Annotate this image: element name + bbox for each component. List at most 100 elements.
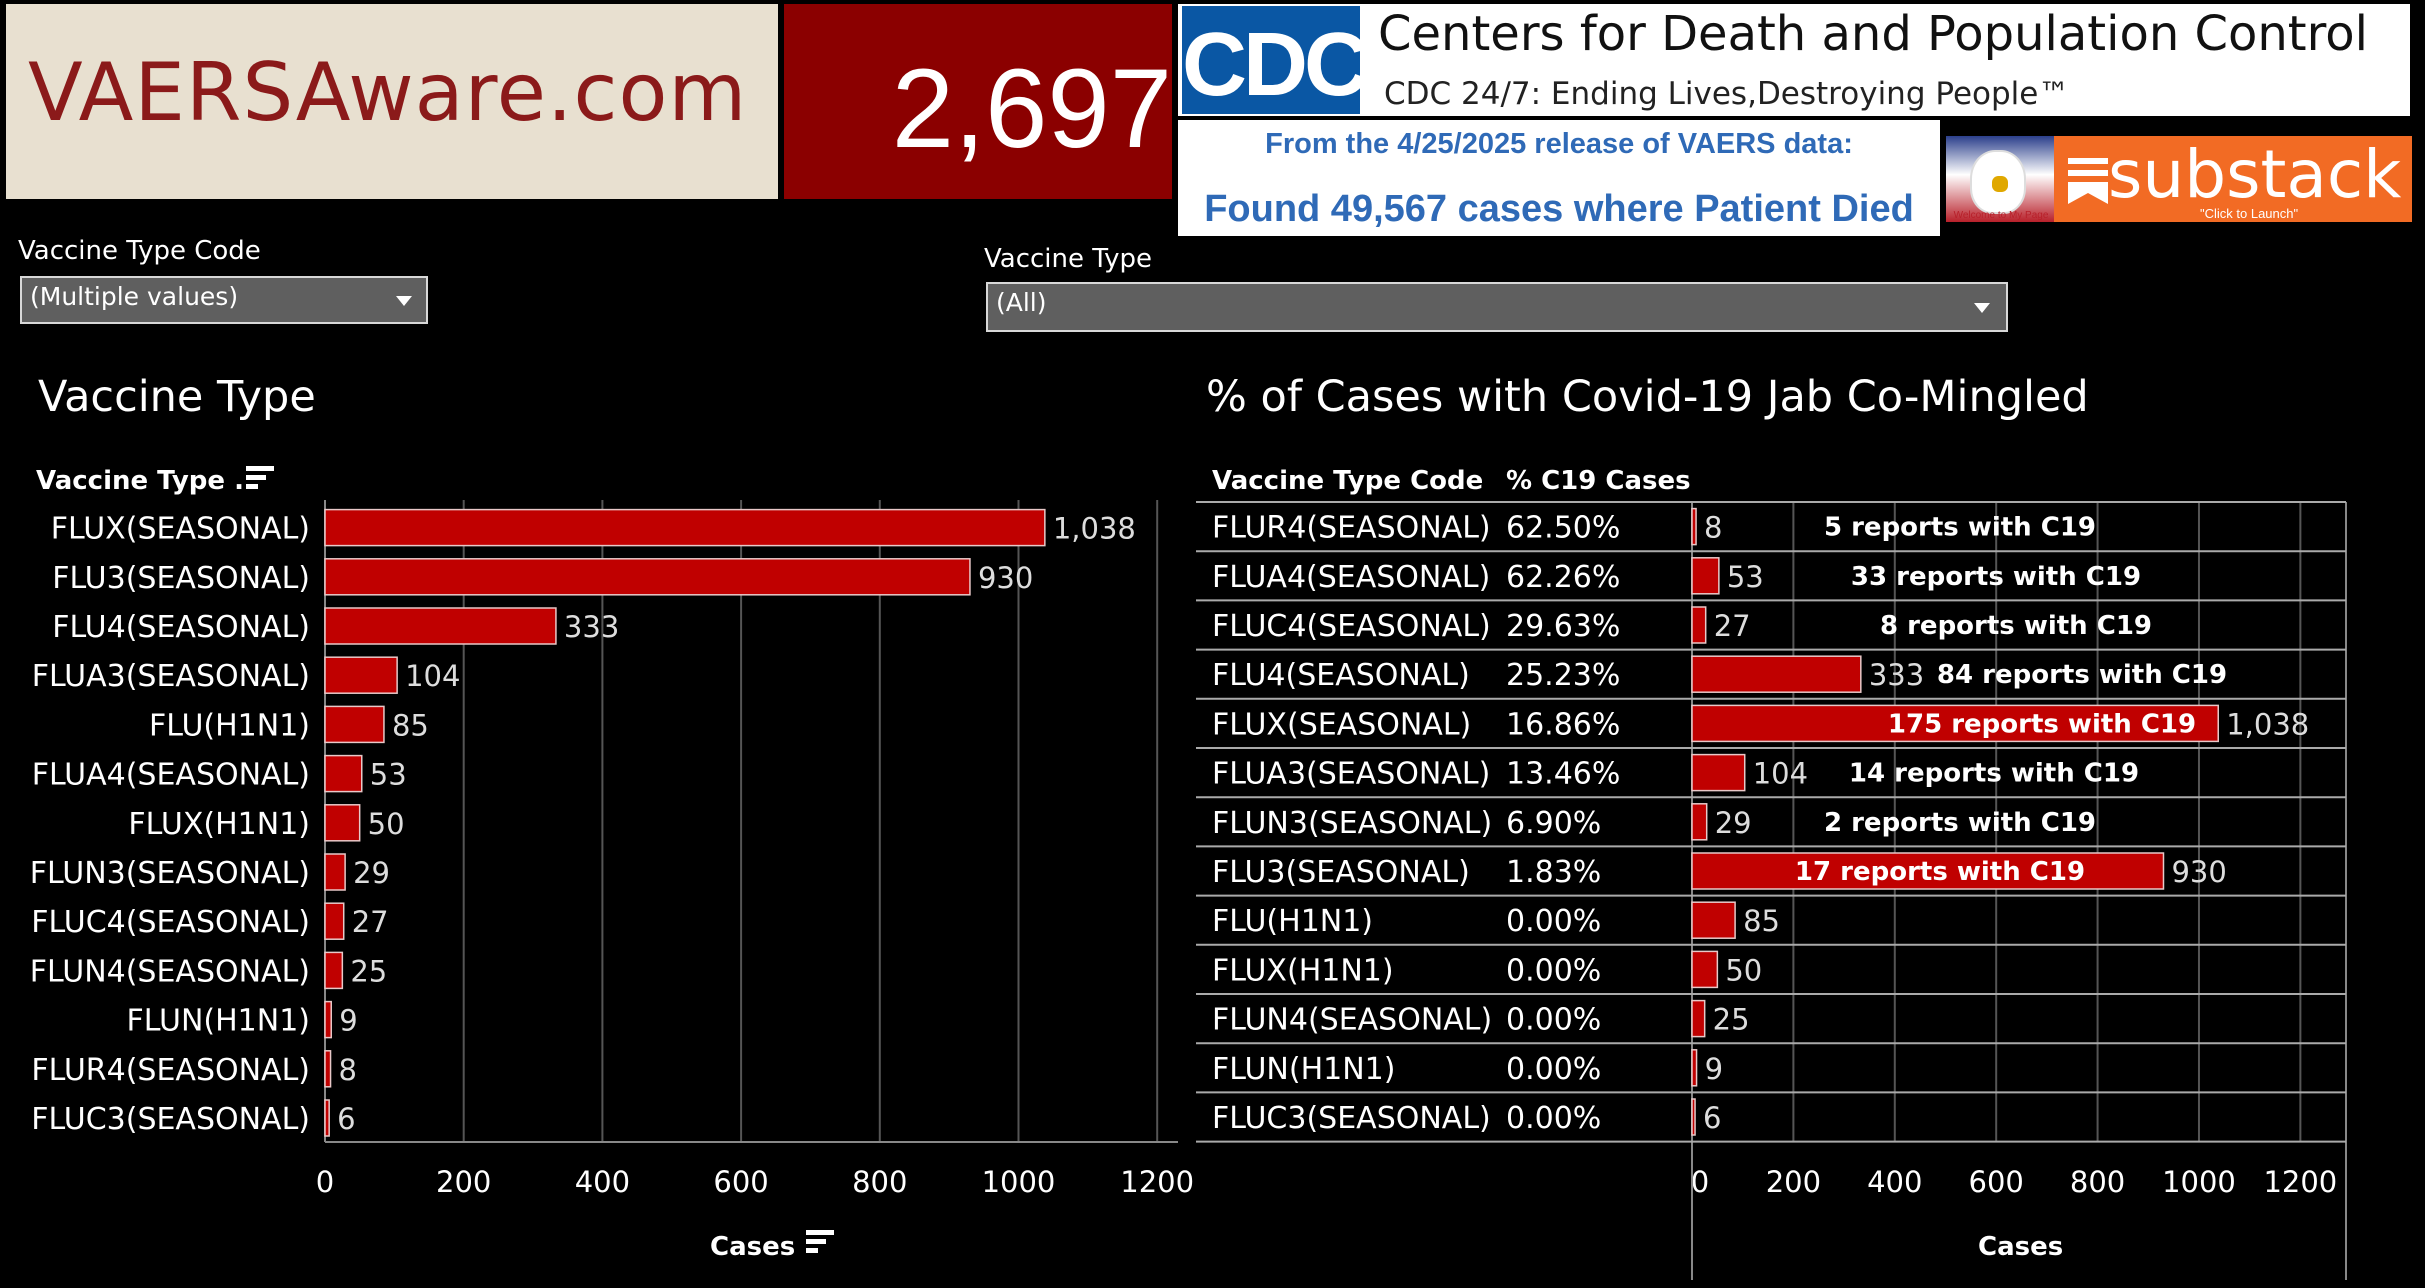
bar — [324, 558, 971, 596]
bar-value-label: 9 — [339, 1004, 357, 1038]
category-label: FLUX(H1N1) — [128, 807, 310, 842]
category-label: FLUN(H1N1) — [127, 1004, 310, 1039]
col-header-pct-c19: % C19 Cases — [1506, 466, 1691, 496]
bar-value-label: 104 — [1753, 757, 1808, 791]
chevron-down-icon[interactable] — [1974, 303, 1990, 313]
substack-launch-button[interactable] — [2054, 136, 2412, 222]
right-table-chart: 0 200 400 600 800 1000 1200 FLUR4(SEASONAL) 62.5… — [1196, 501, 2347, 1280]
c19-annotation: 17 reports with C19 — [1795, 857, 2085, 887]
x-tick-label: 600 — [1969, 1165, 2024, 1199]
bar — [324, 754, 363, 793]
bar — [1691, 1098, 1696, 1136]
bar-value-label: 25 — [350, 954, 387, 988]
bar — [1691, 655, 1862, 693]
row-pct-label: 1.83% — [1506, 855, 1601, 890]
bar — [324, 902, 345, 940]
row-code-label: FLU3(SEASONAL) — [1212, 855, 1470, 890]
c19-annotation: 14 reports with C19 — [1849, 759, 2139, 789]
left-row-header: Vaccine Type .. — [36, 466, 254, 496]
category-label: FLU3(SEASONAL) — [52, 561, 310, 596]
vaccine-type-code-dropdown[interactable]: (Multiple values) — [20, 276, 428, 324]
c19-annotation: 175 reports with C19 — [1888, 709, 2196, 739]
bar — [1691, 1049, 1698, 1087]
bar — [1691, 999, 1706, 1038]
category-label: FLUN3(SEASONAL) — [30, 856, 310, 891]
bar-value-label: 53 — [1727, 560, 1764, 594]
bar — [1691, 753, 1746, 792]
sort-icon[interactable] — [246, 466, 274, 492]
cdc-tagline: CDC 24/7: Ending Lives,Destroying People… — [1384, 76, 2070, 112]
bar-value-label: 53 — [370, 758, 407, 792]
bar — [1691, 852, 2165, 890]
row-pct-label: 16.86% — [1506, 707, 1620, 742]
bar-value-label: 333 — [564, 610, 619, 644]
row-code-label: FLUN4(SEASONAL) — [1212, 1003, 1492, 1038]
c19-annotation: 2 reports with C19 — [1824, 808, 2096, 838]
bar-value-label: 8 — [1704, 511, 1722, 545]
bar — [324, 853, 346, 891]
vaccine-type-code-filter-label: Vaccine Type Code — [18, 236, 261, 266]
found-cases-line: Found 49,567 cases where Patient Died — [1204, 188, 1914, 230]
bar — [324, 1050, 332, 1088]
bar — [324, 804, 361, 842]
eagle-caption: Welcome to My Page — [1953, 210, 2049, 221]
vaccine-type-filter-label: Vaccine Type — [984, 244, 1152, 274]
x-tick-label: 1000 — [2162, 1165, 2236, 1199]
site-logo-banner[interactable]: VAERSAware.com — [6, 4, 778, 199]
substack-label: substack — [2108, 136, 2402, 213]
row-pct-label: 0.00% — [1506, 1003, 1601, 1038]
death-count: 2,697 — [891, 46, 1172, 171]
cdc-logo: CDC — [1182, 6, 1369, 115]
bar-value-label: 85 — [1743, 904, 1780, 938]
left-x-axis-label: Cases — [710, 1232, 796, 1262]
x-tick-label: 200 — [436, 1165, 491, 1199]
x-tick-label: 200 — [1766, 1165, 1821, 1199]
bar-value-label: 1,038 — [1053, 512, 1136, 546]
c19-annotation: 84 reports with C19 — [1937, 660, 2227, 690]
bar — [324, 1099, 330, 1137]
row-code-label: FLUX(SEASONAL) — [1212, 707, 1471, 742]
bar — [324, 705, 385, 744]
c19-annotation: 33 reports with C19 — [1851, 562, 2141, 592]
category-label: FLUC3(SEASONAL) — [31, 1102, 310, 1137]
bar — [324, 607, 557, 645]
row-pct-label: 0.00% — [1506, 904, 1601, 939]
left-chart-title: Vaccine Type — [38, 372, 316, 422]
eagle-beak-icon — [1992, 176, 2008, 192]
row-code-label: FLUN3(SEASONAL) — [1212, 806, 1492, 841]
bar-value-label: 50 — [1725, 953, 1762, 987]
sort-icon[interactable] — [806, 1230, 834, 1256]
vaccine-type-dropdown[interactable]: (All) — [986, 282, 2008, 332]
x-tick-label: 400 — [1867, 1165, 1922, 1199]
bar-value-label: 29 — [1715, 806, 1752, 840]
row-code-label: FLUA4(SEASONAL) — [1212, 560, 1490, 595]
row-pct-label: 62.26% — [1506, 560, 1620, 595]
row-pct-label: 62.50% — [1506, 511, 1620, 546]
row-code-label: FLUC3(SEASONAL) — [1212, 1101, 1491, 1136]
bar-value-label: 27 — [1714, 609, 1751, 643]
category-label: FLU(H1N1) — [149, 708, 310, 743]
cdc-title: Centers for Death and Population Control — [1378, 6, 2368, 62]
bar-value-label: 50 — [368, 807, 405, 841]
site-name: VAERSAware.com — [28, 46, 748, 139]
row-code-label: FLUN(H1N1) — [1212, 1052, 1395, 1087]
x-tick-label: 800 — [2070, 1165, 2125, 1199]
bar-value-label: 333 — [1869, 658, 1924, 692]
row-pct-label: 13.46% — [1506, 757, 1620, 792]
death-count-tile: 2,697 — [784, 4, 1172, 199]
bar — [1691, 803, 1708, 841]
vaccine-type-dropdown-value: (All) — [996, 288, 1047, 317]
category-label: FLUA3(SEASONAL) — [32, 659, 310, 694]
category-label: FLUA4(SEASONAL) — [32, 758, 310, 793]
eagle-icon — [1970, 150, 2026, 214]
substack-caption: "Click to Launch" — [2200, 206, 2299, 221]
bar-value-label: 6 — [1703, 1101, 1721, 1135]
right-x-axis-label: Cases — [1978, 1232, 2064, 1262]
x-tick-label: 600 — [713, 1165, 768, 1199]
c19-annotation: 5 reports with C19 — [1824, 513, 2096, 543]
category-label: FLUX(SEASONAL) — [51, 512, 310, 547]
x-tick-label: 1000 — [982, 1165, 1056, 1199]
category-label: FLUN4(SEASONAL) — [30, 954, 310, 989]
bar-value-label: 25 — [1713, 1003, 1750, 1037]
chevron-down-icon[interactable] — [396, 296, 412, 306]
